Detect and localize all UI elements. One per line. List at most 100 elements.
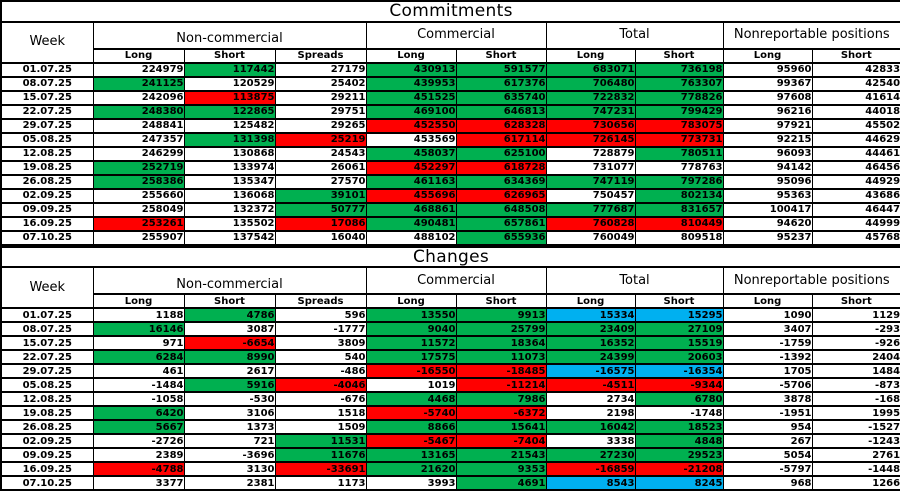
- table-title: Changes: [0, 245, 900, 269]
- value-cell: 2381: [183, 475, 276, 491]
- value-cell: 5916: [183, 377, 276, 394]
- value-cell: -926: [811, 335, 900, 352]
- value-cell: 747231: [545, 103, 636, 120]
- value-cell: 5054: [722, 447, 813, 464]
- value-cell: 137542: [183, 229, 276, 246]
- value-cell: 241125: [92, 75, 185, 92]
- column-header: Spreads: [274, 47, 367, 64]
- value-cell: 7986: [455, 391, 547, 408]
- value-cell: 224979: [92, 61, 185, 78]
- value-cell: 45768: [811, 229, 900, 246]
- table-row: 22.07.25 248380 122865 29751 469100 646813 747…: [0, 103, 900, 120]
- week-cell: 01.07.25: [0, 61, 94, 78]
- week-cell: 29.07.25: [0, 117, 94, 134]
- value-cell: -16354: [634, 363, 724, 380]
- value-cell: 736198: [634, 61, 724, 78]
- value-cell: 430913: [365, 61, 457, 78]
- value-cell: 3106: [183, 405, 276, 422]
- value-cell: -7404: [455, 433, 547, 450]
- value-cell: 252719: [92, 159, 185, 176]
- value-cell: 43686: [811, 187, 900, 204]
- value-cell: 100417: [722, 201, 813, 218]
- value-cell: 247357: [92, 131, 185, 148]
- table-row: 15.07.25 971 -6654 3809 11572 18364 16352 15519…: [0, 335, 900, 352]
- value-cell: 17086: [274, 215, 367, 232]
- value-cell: -5740: [365, 405, 457, 422]
- week-cell: 19.08.25: [0, 405, 94, 422]
- column-header: Short: [811, 293, 900, 310]
- value-cell: 97608: [722, 89, 813, 106]
- value-cell: 13165: [365, 447, 457, 464]
- value-cell: -11214: [455, 377, 547, 394]
- table-row: 16.09.25 253261 135502 17086 490481 657861 760…: [0, 215, 900, 232]
- table-row: 12.08.25 -1058 -530 -676 4468 7986 2734 6780 387…: [0, 391, 900, 408]
- value-cell: 17575: [365, 349, 457, 366]
- value-cell: -5797: [722, 461, 813, 478]
- value-cell: 25402: [274, 75, 367, 92]
- value-cell: 591577: [455, 61, 547, 78]
- value-cell: 120529: [183, 75, 276, 92]
- value-cell: 488102: [365, 229, 457, 246]
- value-cell: 451525: [365, 89, 457, 106]
- value-cell: 971: [92, 335, 185, 352]
- value-cell: 8543: [545, 475, 636, 491]
- value-cell: 6780: [634, 391, 724, 408]
- title-row: Commitments: [0, 0, 900, 23]
- value-cell: 760049: [545, 229, 636, 246]
- value-cell: 135502: [183, 215, 276, 232]
- value-cell: 628328: [455, 117, 547, 134]
- value-cell: 799429: [634, 103, 724, 120]
- value-cell: -16859: [545, 461, 636, 478]
- value-cell: 490481: [365, 215, 457, 232]
- value-cell: 25799: [455, 321, 547, 338]
- value-cell: -1527: [811, 419, 900, 436]
- value-cell: 44461: [811, 145, 900, 162]
- value-cell: 15295: [634, 307, 724, 324]
- value-cell: -486: [274, 363, 367, 380]
- value-cell: 255907: [92, 229, 185, 246]
- value-cell: 773731: [634, 131, 724, 148]
- table-row: 09.09.25 258049 132372 50777 468861 648508 777…: [0, 201, 900, 218]
- value-cell: 9913: [455, 307, 547, 324]
- value-cell: 267: [722, 433, 813, 450]
- value-cell: 95096: [722, 173, 813, 190]
- table-row: 22.07.25 6284 8990 540 17575 11073 24399 20603-…: [0, 349, 900, 366]
- table-row: 29.07.25 248841 125482 29265 452550 628328 730…: [0, 117, 900, 134]
- value-cell: 2734: [545, 391, 636, 408]
- value-cell: 634369: [455, 173, 547, 190]
- value-cell: 1705: [722, 363, 813, 380]
- group-header-row: Week Non-commercial Commercial Total Nonrepo…: [0, 20, 900, 64]
- value-cell: 11531: [274, 433, 367, 450]
- value-cell: -1951: [722, 405, 813, 422]
- value-cell: 46456: [811, 159, 900, 176]
- column-header: Long: [92, 293, 185, 310]
- value-cell: -2726: [92, 433, 185, 450]
- value-cell: 802134: [634, 187, 724, 204]
- value-cell: 726145: [545, 131, 636, 148]
- value-cell: 95237: [722, 229, 813, 246]
- value-cell: -1448: [811, 461, 900, 478]
- value-cell: 763307: [634, 75, 724, 92]
- value-cell: 44018: [811, 103, 900, 120]
- value-cell: -18485: [455, 363, 547, 380]
- value-cell: 6284: [92, 349, 185, 366]
- value-cell: 778826: [634, 89, 724, 106]
- value-cell: 18523: [634, 419, 724, 436]
- column-header: Long: [365, 47, 457, 64]
- value-cell: 5667: [92, 419, 185, 436]
- value-cell: -676: [274, 391, 367, 408]
- week-cell: 12.08.25: [0, 145, 94, 162]
- week-cell: 09.09.25: [0, 201, 94, 218]
- column-header: Long: [365, 293, 457, 310]
- table-row: 01.07.25 224979 117442 27179 430913 591577 683…: [0, 61, 900, 78]
- value-cell: 11572: [365, 335, 457, 352]
- value-cell: -5706: [722, 377, 813, 394]
- value-cell: 246299: [92, 145, 185, 162]
- table-row: 26.08.25 258386 135347 27570 461163 634369 747…: [0, 173, 900, 190]
- value-cell: 617114: [455, 131, 547, 148]
- week-cell: 07.10.25: [0, 475, 94, 491]
- week-cell: 02.09.25: [0, 187, 94, 204]
- value-cell: 42833: [811, 61, 900, 78]
- value-cell: 626965: [455, 187, 547, 204]
- value-cell: 1373: [183, 419, 276, 436]
